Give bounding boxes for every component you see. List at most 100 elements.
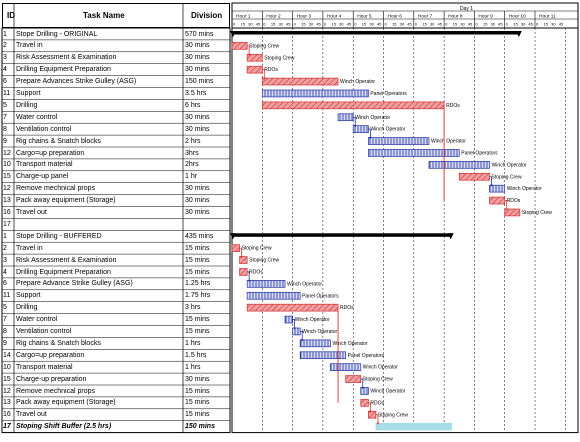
cell-id: 17 [3, 423, 11, 431]
task-bar [360, 387, 369, 395]
minute-tick-label: 30 [248, 22, 253, 27]
task-bar [368, 137, 430, 145]
minute-tick-label: 0 [233, 22, 236, 27]
task-bar [246, 280, 286, 288]
minute-tick-label: 0 [385, 22, 388, 27]
minute-tick-label: 30 [309, 22, 314, 27]
minute-tick-label: 30 [460, 22, 465, 27]
cell-id: 4 [3, 268, 7, 276]
cell-division: 1.5 hrs [185, 351, 207, 359]
cell-division: 1 hr [185, 173, 198, 181]
cell-name: Stoping Shift Buffer (2.5 hrs) [16, 423, 112, 431]
cell-name: Travel in [16, 244, 43, 252]
cell-division: 30 mins [185, 113, 210, 121]
day-label: Day 1 [460, 6, 473, 12]
hour-label: Hour 11 [539, 14, 556, 20]
minute-tick-label: 45 [407, 22, 412, 27]
resource-label: Panel Operators [370, 91, 407, 97]
cell-division: 15 mins [185, 244, 210, 252]
minute-tick-label: 15 [331, 22, 336, 27]
minute-tick-label: 0 [294, 22, 297, 27]
cell-name: Drilling Equipment Preparation [16, 66, 111, 74]
resource-label: Winch Operator [507, 186, 542, 192]
cell-name: Remove mechnical props [16, 387, 95, 395]
dependency-link [504, 200, 508, 210]
minute-tick-label: 0 [324, 22, 327, 27]
summary-bar [232, 31, 520, 35]
minute-tick-label: 45 [468, 22, 473, 27]
dependency-link [375, 414, 379, 424]
resource-label: Stoping Crew [363, 377, 393, 383]
resource-label: Winch Operator [370, 389, 405, 395]
minute-tick-label: 15 [301, 22, 306, 27]
dependency-link [353, 116, 356, 127]
task-bar [337, 113, 354, 122]
hour-label: Hour 7 [418, 14, 433, 20]
header-task-name: Task Name [83, 11, 125, 20]
cell-id: 16 [3, 411, 11, 419]
cell-id: 13 [3, 399, 11, 407]
minute-tick-label: 30 [400, 22, 405, 27]
cell-id: 8 [3, 328, 7, 335]
dependency-link [368, 402, 371, 412]
resource-label: RDOs [370, 400, 384, 406]
resource-label: Winch Operator [340, 79, 375, 85]
cell-id: 9 [3, 137, 7, 145]
task-bar [330, 363, 362, 371]
dependency-arrowhead [353, 125, 357, 128]
minute-tick-label: 15 [483, 22, 488, 27]
cell-division: 150 mins [185, 423, 215, 431]
cell-id: 14 [3, 351, 11, 359]
minute-tick-label: 30 [339, 22, 344, 27]
cell-name: Stope Drilling - BUFFERED [16, 232, 102, 240]
task-bar [246, 291, 301, 300]
minute-tick-label: 15 [453, 22, 458, 27]
summary-bar-end-cap [515, 31, 522, 37]
minute-tick-label: 15 [544, 22, 549, 27]
minute-tick-label: 0 [506, 22, 509, 27]
cell-id: 15 [3, 375, 11, 383]
summary-bar-start-cap [230, 233, 236, 240]
resource-label: Panel Operators [461, 151, 498, 157]
resource-label: Stoping Crew [242, 246, 272, 252]
minute-tick-label: 15 [241, 22, 246, 27]
cell-name: Stope Drilling - ORIGINAL [16, 30, 98, 38]
cell-division: 30 mins [185, 54, 210, 62]
hour-label: Hour 10 [509, 14, 526, 20]
minute-tick-label: 45 [316, 22, 321, 27]
minute-tick-label: 0 [475, 22, 478, 27]
task-bar [246, 65, 263, 74]
cell-name: Ventilation control [16, 125, 72, 133]
cell-name: Cargo=up preparation [16, 351, 85, 359]
cell-id: 7 [3, 316, 7, 324]
cell-name: Support [16, 292, 41, 300]
minute-tick-label: 45 [559, 22, 564, 27]
resource-label: Stoping Crew [264, 55, 294, 61]
dependency-arrowhead [300, 339, 304, 342]
task-bar [292, 327, 301, 336]
resource-label: Stoping Crew [249, 43, 279, 49]
task-bar [345, 375, 362, 383]
minute-tick-label: 45 [256, 22, 261, 27]
cell-id: 12 [3, 149, 11, 157]
task-bar [299, 351, 346, 360]
resource-label: Stoping Crew [522, 210, 552, 216]
cell-name: Pack away equipment (Storage) [16, 197, 116, 205]
cell-id: 11 [3, 292, 11, 300]
hour-label: Hour 4 [327, 14, 342, 20]
dependency-arrowhead [490, 184, 494, 187]
cell-id: 4 [3, 66, 7, 74]
dependency-link [300, 331, 303, 341]
cell-id: 10 [3, 363, 11, 371]
cell-division: 1 hrs [185, 363, 201, 371]
resource-label: Winch Operator [287, 281, 322, 287]
cell-id: 12 [3, 387, 11, 395]
cell-name: Transport material [16, 363, 73, 371]
minute-tick-label: 15 [422, 22, 427, 27]
minute-tick-label: 30 [521, 22, 526, 27]
resource-label: Winch Operator [302, 329, 337, 335]
cell-division: 30 mins [185, 185, 210, 193]
cell-division: 30 mins [185, 197, 210, 205]
cell-name: Charge-up panel [16, 173, 69, 181]
header-division: Division [191, 11, 223, 20]
